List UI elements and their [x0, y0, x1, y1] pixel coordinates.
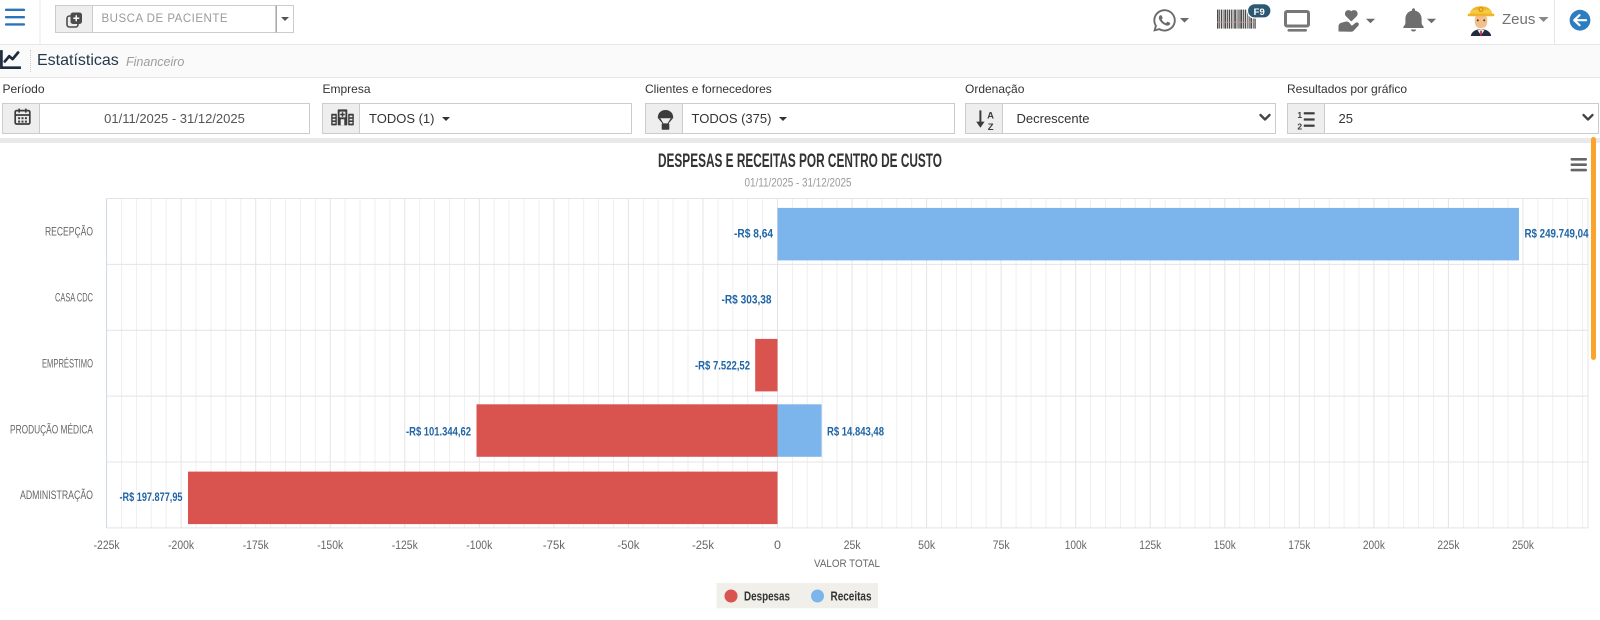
svg-text:Z: Z: [987, 122, 993, 133]
svg-text:75k: 75k: [993, 540, 1010, 552]
svg-text:50k: 50k: [918, 540, 935, 552]
svg-text:200k: 200k: [1363, 540, 1385, 552]
svg-text:125k: 125k: [1139, 540, 1161, 552]
svg-text:-25k: -25k: [692, 540, 714, 552]
svg-text:-R$ 303,38: -R$ 303,38: [722, 294, 773, 306]
svg-text:-50k: -50k: [617, 540, 639, 552]
svg-text:EMPRÉSTIMO: EMPRÉSTIMO: [42, 357, 93, 370]
svg-text:VALOR TOTAL: VALOR TOTAL: [814, 558, 880, 570]
svg-text:175k: 175k: [1288, 540, 1310, 552]
svg-text:RECEPÇÃO: RECEPÇÃO: [45, 225, 93, 238]
svg-text:R$ 249.749,04: R$ 249.749,04: [1525, 228, 1590, 240]
svg-text:-100k: -100k: [466, 540, 492, 552]
svg-text:150k: 150k: [1214, 540, 1236, 552]
svg-text:1: 1: [1297, 110, 1302, 120]
svg-text:2: 2: [1297, 121, 1302, 131]
svg-text:250k: 250k: [1512, 540, 1534, 552]
svg-text:-175k: -175k: [243, 540, 269, 552]
svg-text:CASA CDC: CASA CDC: [55, 292, 93, 304]
svg-text:R$ 14.843,48: R$ 14.843,48: [827, 426, 884, 438]
svg-text:01/11/2025 - 31/12/2025: 01/11/2025 - 31/12/2025: [745, 175, 852, 189]
svg-text:-150k: -150k: [317, 540, 343, 552]
svg-text:225k: 225k: [1437, 540, 1459, 552]
svg-text:-R$ 197.877,95: -R$ 197.877,95: [120, 492, 183, 504]
svg-text:Receitas: Receitas: [831, 588, 872, 603]
svg-text:100k: 100k: [1065, 540, 1087, 552]
svg-text:ADMINISTRAÇÃO: ADMINISTRAÇÃO: [20, 489, 93, 502]
svg-text:-225k: -225k: [94, 540, 120, 552]
svg-text:-R$ 101.344,62: -R$ 101.344,62: [406, 426, 471, 438]
svg-text:PRODUÇÃO MÉDICA: PRODUÇÃO MÉDICA: [10, 423, 93, 436]
svg-text:-200k: -200k: [168, 540, 194, 552]
svg-text:F9: F9: [1254, 7, 1265, 18]
svg-text:-125k: -125k: [392, 540, 418, 552]
svg-text:DESPESAS E RECEITAS POR CENTRO: DESPESAS E RECEITAS POR CENTRO DE CUSTO: [658, 151, 942, 172]
svg-text:-75k: -75k: [543, 540, 565, 552]
svg-text:25k: 25k: [844, 540, 861, 552]
svg-text:0: 0: [774, 540, 781, 552]
svg-text:A: A: [987, 110, 994, 121]
svg-text:Despesas: Despesas: [744, 588, 790, 603]
svg-text:-R$ 7.522,52: -R$ 7.522,52: [695, 360, 750, 372]
svg-text:-R$ 8,64: -R$ 8,64: [734, 228, 774, 240]
